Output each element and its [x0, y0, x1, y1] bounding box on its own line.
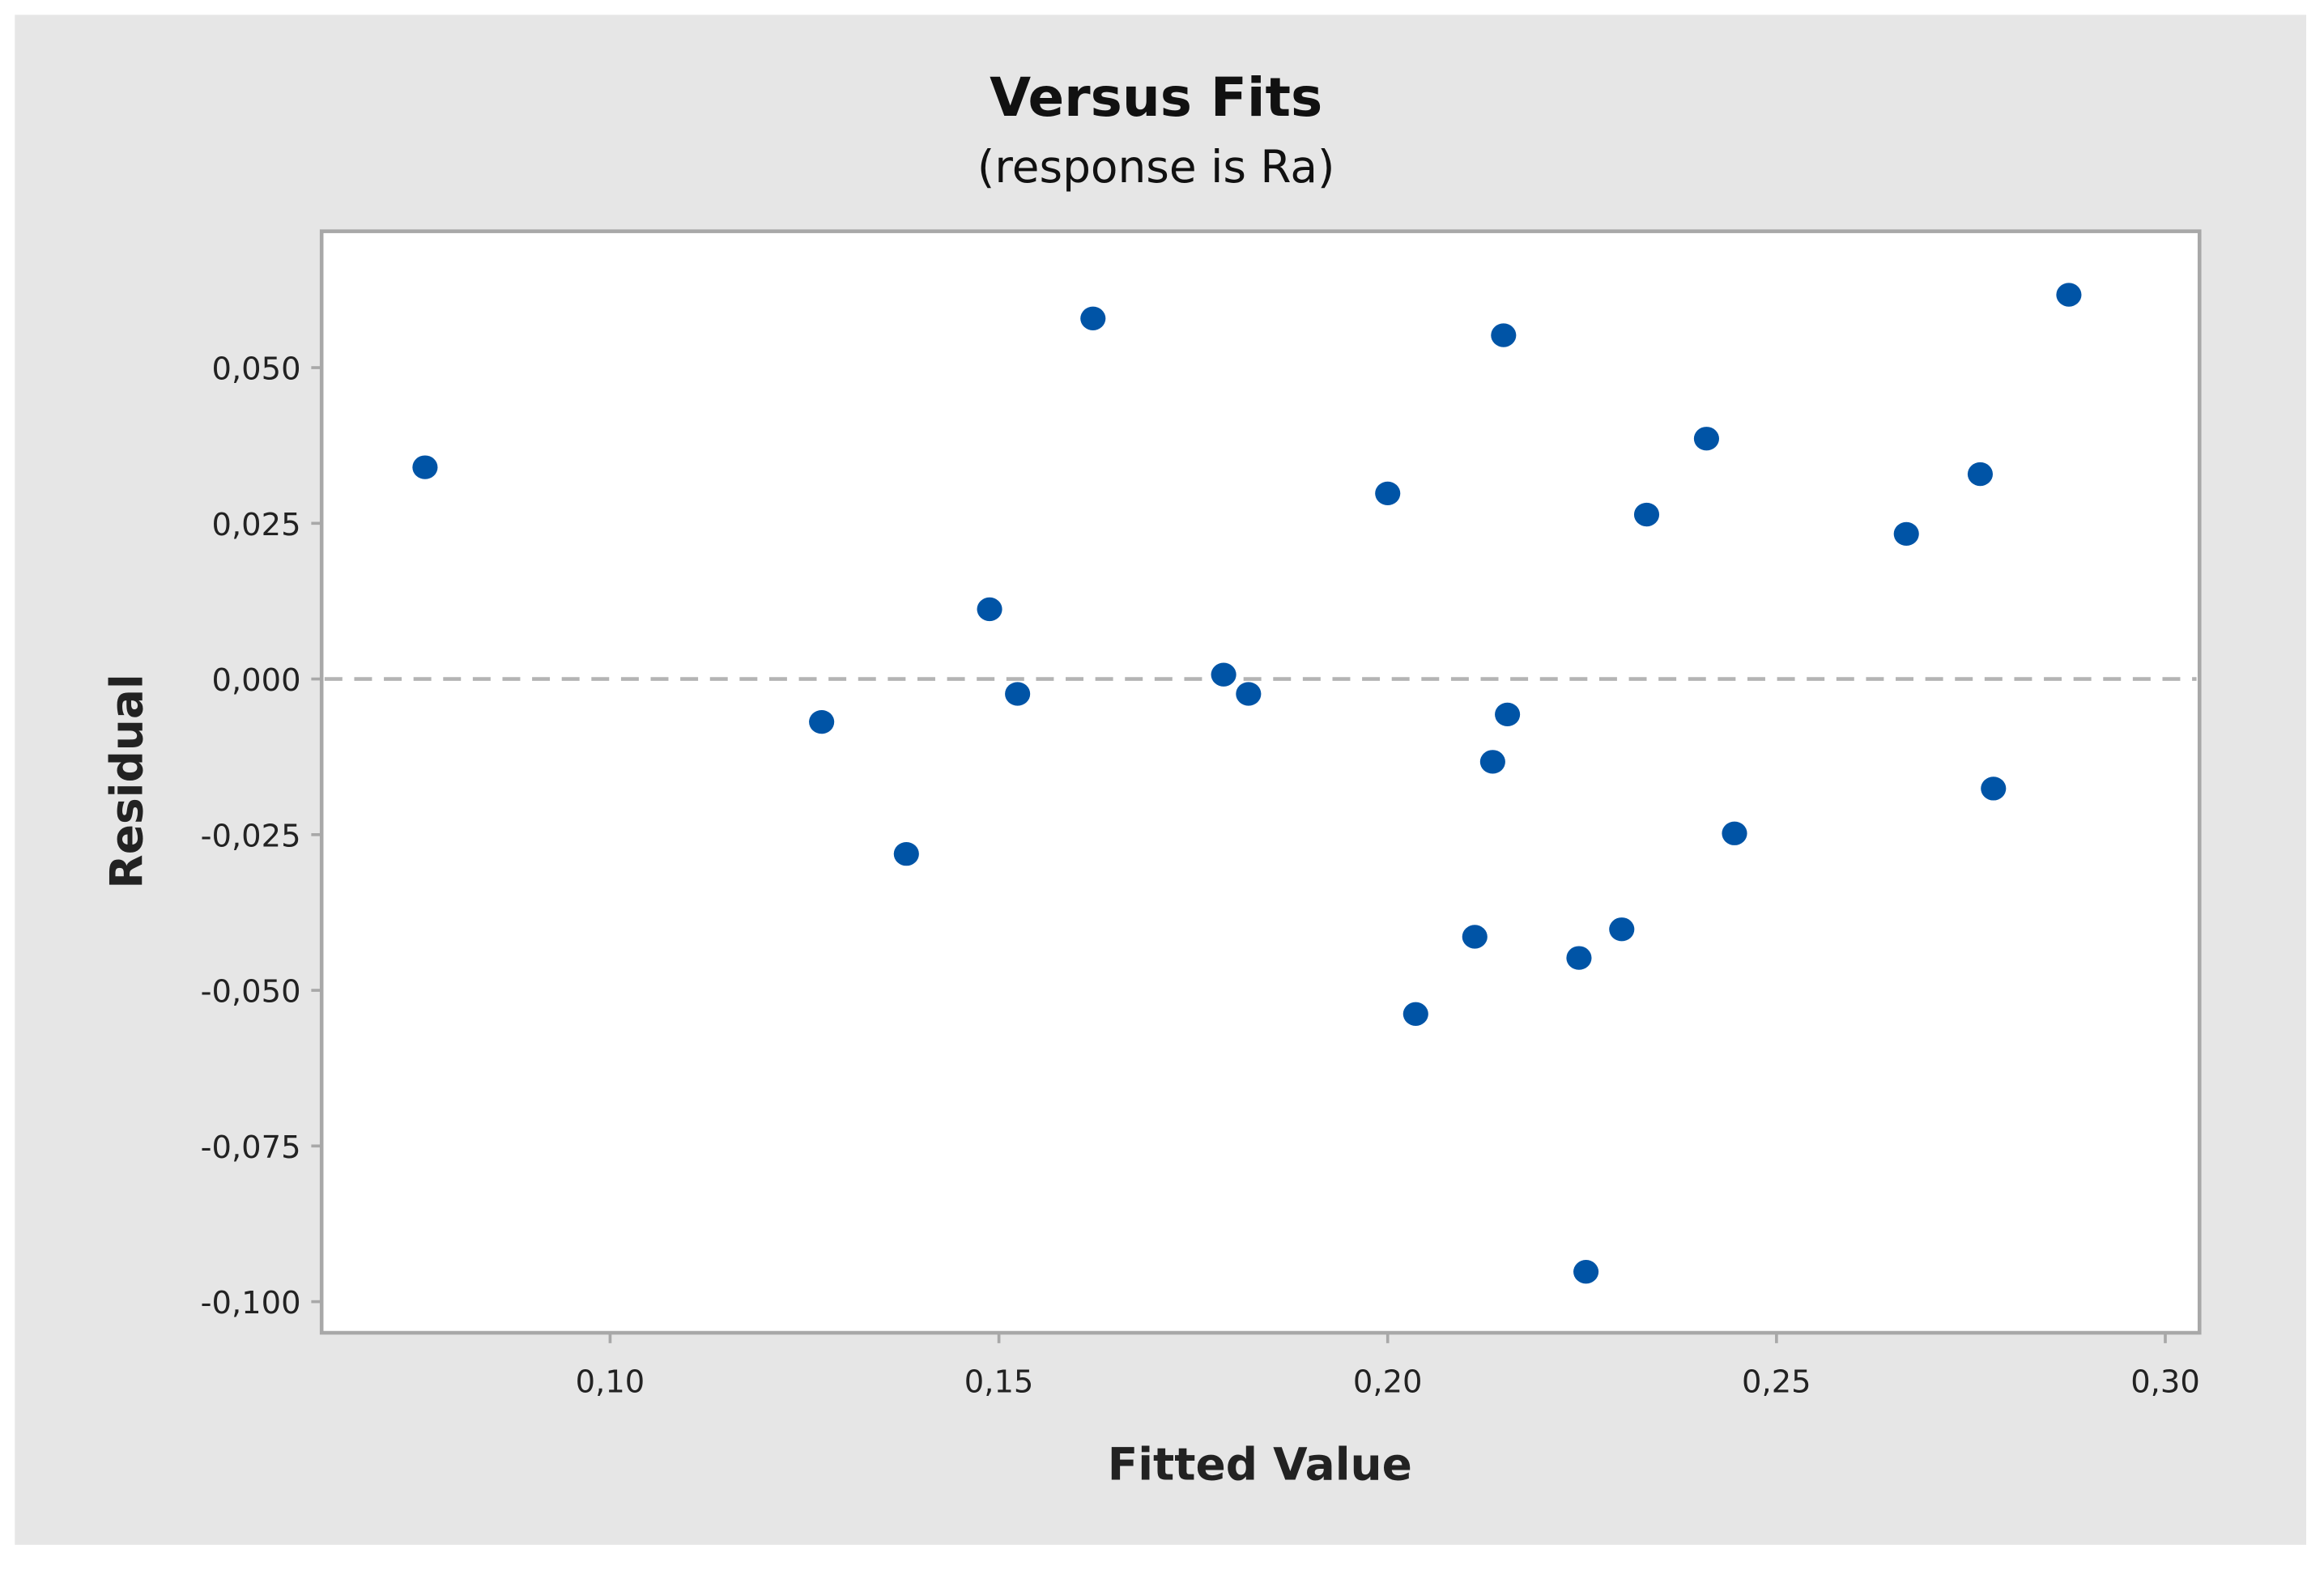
x-tick-label: 0,15 [964, 1364, 1034, 1400]
y-tick-label: -0,050 [201, 974, 301, 1011]
data-point [977, 597, 1002, 622]
x-tick-label: 0,20 [1353, 1364, 1423, 1400]
data-point [1479, 750, 1505, 774]
x-tick-label: 0,30 [2130, 1364, 2200, 1400]
data-point [1573, 1260, 1599, 1284]
y-tick-label: -0,075 [201, 1130, 301, 1166]
y-tick-label: 0,050 [212, 351, 301, 388]
y-tick-label: -0,025 [201, 818, 301, 854]
x-tick-label: 0,25 [1742, 1364, 1811, 1400]
data-point [1566, 946, 1592, 970]
data-point [1402, 1002, 1428, 1026]
data-point [1633, 502, 1660, 527]
data-point [1462, 925, 1488, 949]
data-point [1491, 323, 1517, 347]
y-tick-label: 0,000 [212, 662, 301, 699]
data-point [1495, 702, 1521, 727]
data-point [1693, 427, 1719, 451]
plot-area [319, 229, 2202, 1335]
y-axis: 0,050 0,025 0,000 -0,025 -0,050 -0,075 -0,100 [201, 351, 322, 1321]
data-points [412, 283, 2082, 1284]
data-point [1981, 776, 2007, 801]
data-point [1893, 521, 1919, 547]
data-point [809, 709, 835, 734]
y-tick-label: 0,025 [212, 507, 301, 543]
chart-title: Versus Fits [990, 66, 1322, 129]
data-point [1005, 682, 1031, 706]
data-point [1609, 917, 1635, 942]
data-point [412, 455, 438, 479]
x-axis-label: Fitted Value [1108, 1438, 1412, 1490]
data-point [1375, 481, 1401, 506]
data-point [2056, 283, 2082, 307]
data-point [1236, 682, 1262, 706]
data-point [893, 842, 919, 866]
y-axis-label: Residual [101, 674, 153, 888]
chart-subtitle: (response is Ra) [977, 141, 1335, 193]
data-point [1722, 821, 1747, 845]
y-tick-label: -0,100 [201, 1285, 301, 1321]
data-point [1211, 662, 1236, 687]
x-tick-label: 0,10 [576, 1364, 645, 1400]
x-axis: 0,10 0,15 0,20 0,25 0,30 [576, 1333, 2200, 1400]
data-point [1080, 306, 1106, 330]
data-point [1967, 462, 1994, 487]
